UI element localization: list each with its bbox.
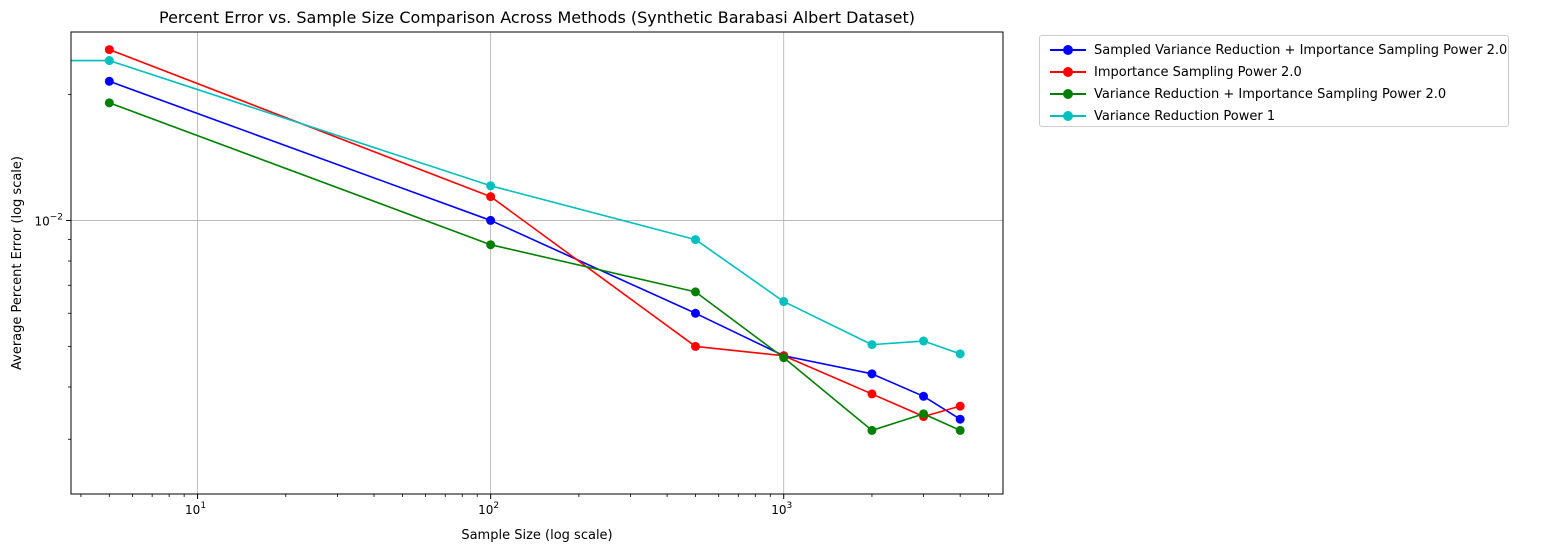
- data-point: [919, 409, 929, 419]
- data-point: [486, 181, 496, 191]
- data-series: [71, 45, 965, 435]
- data-point: [104, 56, 114, 66]
- series-line: [109, 80, 961, 420]
- series-line: [109, 102, 961, 432]
- data-point: [867, 389, 877, 399]
- data-point: [955, 401, 965, 411]
- data-point: [867, 425, 877, 435]
- series-line: [109, 48, 961, 418]
- data-point: [779, 353, 789, 363]
- data-point: [690, 341, 700, 351]
- legend-label: Sampled Variance Reduction + Importance …: [1094, 42, 1508, 58]
- data-point: [486, 215, 496, 225]
- axis-ticks: 101 102 103 10−2: [34, 94, 989, 517]
- legend-item-is: Importance Sampling Power 2.0: [1050, 61, 1508, 83]
- legend-swatch-icon: [1050, 44, 1086, 56]
- data-point: [919, 391, 929, 401]
- chart-legend: Sampled Variance Reduction + Importance …: [1039, 35, 1509, 127]
- legend-swatch-icon: [1050, 66, 1086, 78]
- data-point: [690, 235, 700, 245]
- data-point: [867, 369, 877, 379]
- legend-swatch-icon: [1050, 110, 1086, 122]
- data-point: [690, 308, 700, 318]
- series-3: [71, 56, 965, 359]
- x-axis-label: Sample Size (log scale): [461, 528, 612, 543]
- data-point: [486, 192, 496, 202]
- data-point: [486, 240, 496, 250]
- legend-label: Importance Sampling Power 2.0: [1094, 64, 1302, 80]
- y-tick-label: 10−2: [34, 212, 63, 228]
- series-2: [104, 98, 965, 435]
- chart-title: Percent Error vs. Sample Size Comparison…: [159, 8, 915, 27]
- legend-label: Variance Reduction + Importance Sampling…: [1094, 86, 1447, 102]
- data-point: [919, 336, 929, 346]
- data-point: [955, 349, 965, 359]
- data-point: [955, 425, 965, 435]
- legend-item-vr-is: Variance Reduction + Importance Sampling…: [1050, 83, 1508, 105]
- x-tick-label: 103: [771, 501, 792, 517]
- data-point: [867, 340, 877, 350]
- plot-frame: [70, 31, 1004, 495]
- data-point: [104, 76, 114, 86]
- data-point: [690, 287, 700, 297]
- x-tick-label: 101: [185, 501, 206, 517]
- y-axis-label: Average Percent Error (log scale): [10, 156, 25, 370]
- x-tick-label: 102: [478, 501, 499, 517]
- legend-label: Variance Reduction Power 1: [1094, 108, 1276, 124]
- legend-item-vr: Variance Reduction Power 1: [1050, 105, 1508, 127]
- legend-item-sampled-vr-is: Sampled Variance Reduction + Importance …: [1050, 39, 1508, 61]
- series-0: [104, 76, 965, 424]
- grid-lines: [71, 32, 1003, 494]
- data-point: [104, 98, 114, 108]
- legend-swatch-icon: [1050, 88, 1086, 100]
- data-point: [955, 414, 965, 424]
- data-point: [104, 45, 114, 55]
- data-point: [779, 297, 789, 307]
- series-line: [71, 59, 961, 355]
